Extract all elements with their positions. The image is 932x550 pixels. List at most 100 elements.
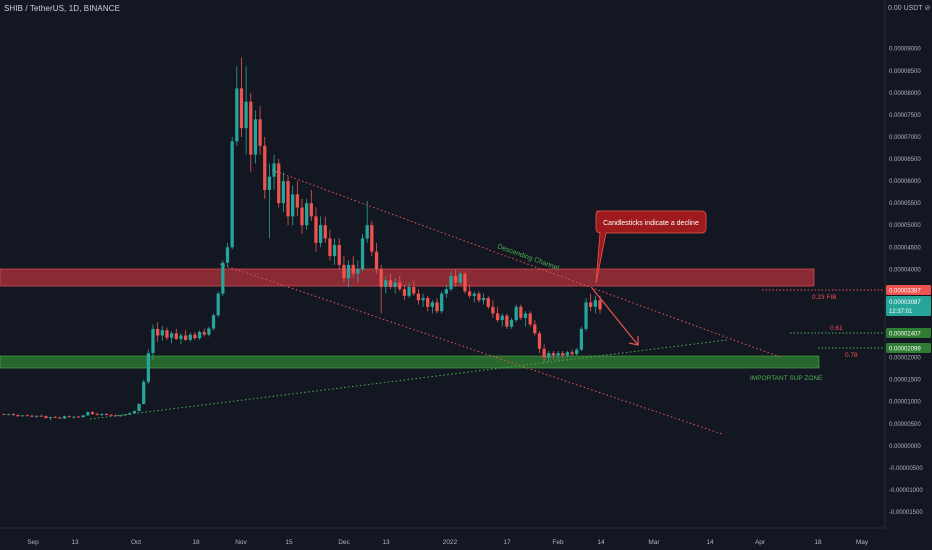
candle[interactable]: [165, 327, 169, 340]
candle[interactable]: [179, 333, 183, 345]
candle[interactable]: [426, 295, 430, 312]
candle[interactable]: [561, 350, 565, 359]
candle[interactable]: [193, 331, 197, 340]
candle[interactable]: [197, 330, 202, 340]
candle[interactable]: [109, 414, 113, 417]
candle[interactable]: [67, 415, 71, 418]
candle[interactable]: [239, 57, 244, 137]
last-price-badge[interactable]: 0.00003087 12:37:01: [886, 296, 931, 316]
candle[interactable]: [589, 293, 593, 312]
channel-lower-line[interactable]: [219, 263, 723, 435]
candle[interactable]: [286, 176, 290, 226]
candle[interactable]: [267, 163, 272, 239]
candle[interactable]: [277, 159, 281, 208]
candle[interactable]: [207, 326, 211, 337]
candle[interactable]: [533, 320, 537, 336]
candle[interactable]: [174, 328, 178, 340]
candle[interactable]: [463, 271, 467, 294]
candle[interactable]: [509, 317, 514, 329]
candle[interactable]: [123, 414, 127, 416]
candle[interactable]: [48, 416, 53, 421]
candle[interactable]: [62, 415, 67, 419]
symbol-header[interactable]: SHIB / TetherUS, 1D, BINANCE: [4, 4, 121, 13]
candle[interactable]: [305, 198, 309, 230]
candle[interactable]: [300, 198, 304, 235]
candle[interactable]: [11, 413, 15, 416]
candle[interactable]: [444, 284, 448, 299]
candle[interactable]: [528, 311, 532, 327]
candle[interactable]: [523, 311, 528, 327]
candle[interactable]: [370, 220, 374, 257]
candle[interactable]: [342, 256, 346, 283]
candle[interactable]: [495, 306, 500, 323]
candle[interactable]: [34, 415, 39, 418]
candle[interactable]: [551, 350, 556, 360]
candle[interactable]: [90, 410, 95, 415]
candle[interactable]: [458, 271, 462, 285]
candle[interactable]: [244, 66, 248, 155]
candle[interactable]: [570, 349, 574, 357]
currency-label[interactable]: 0.00 USDT ⊘: [888, 5, 931, 12]
candle[interactable]: [20, 414, 25, 417]
candle[interactable]: [318, 216, 323, 248]
candle[interactable]: [58, 416, 62, 419]
candle[interactable]: [388, 273, 393, 290]
candle[interactable]: [575, 347, 579, 356]
candle[interactable]: [253, 110, 258, 164]
candle[interactable]: [104, 413, 109, 416]
candle[interactable]: [118, 414, 123, 417]
candle[interactable]: [337, 238, 341, 270]
candle[interactable]: [44, 415, 48, 419]
candle[interactable]: [407, 282, 411, 299]
support-zone[interactable]: [0, 355, 820, 369]
candle[interactable]: [25, 414, 29, 417]
candle[interactable]: [454, 269, 458, 287]
candle[interactable]: [314, 207, 318, 252]
candle[interactable]: [169, 331, 174, 344]
candle[interactable]: [272, 154, 276, 190]
candle[interactable]: [481, 293, 486, 305]
candle[interactable]: [160, 325, 164, 341]
candle[interactable]: [323, 216, 327, 243]
candle[interactable]: [402, 284, 407, 301]
candle[interactable]: [412, 280, 416, 296]
candle[interactable]: [565, 350, 570, 358]
candle[interactable]: [151, 324, 155, 360]
candle[interactable]: [556, 350, 560, 360]
candle[interactable]: [225, 242, 230, 268]
candle[interactable]: [235, 66, 239, 146]
candle[interactable]: [128, 412, 132, 415]
candle[interactable]: [440, 291, 444, 314]
candle[interactable]: [421, 293, 425, 307]
candle[interactable]: [346, 260, 351, 287]
candle[interactable]: [472, 291, 476, 303]
candle[interactable]: [486, 295, 490, 310]
candle[interactable]: [435, 298, 439, 314]
candle[interactable]: [547, 350, 551, 362]
candle[interactable]: [72, 416, 76, 419]
candle[interactable]: [95, 412, 99, 416]
decline-arrow-line[interactable]: [591, 287, 639, 346]
candle[interactable]: [114, 414, 118, 417]
candle[interactable]: [519, 304, 523, 321]
candle[interactable]: [183, 330, 188, 341]
candle[interactable]: [249, 92, 253, 173]
candle[interactable]: [384, 275, 388, 294]
candle[interactable]: [593, 295, 597, 314]
candle[interactable]: [53, 415, 57, 419]
candle[interactable]: [491, 300, 495, 318]
candle[interactable]: [351, 256, 355, 279]
candle[interactable]: [500, 313, 504, 327]
candle[interactable]: [216, 291, 220, 317]
candle[interactable]: [295, 181, 299, 217]
candle[interactable]: [537, 331, 542, 354]
candle[interactable]: [505, 313, 509, 329]
candle[interactable]: [221, 260, 225, 296]
candle[interactable]: [398, 275, 402, 292]
candle[interactable]: [328, 229, 332, 261]
candle[interactable]: [230, 136, 234, 250]
candle[interactable]: [2, 413, 6, 415]
candle[interactable]: [374, 242, 379, 274]
candle[interactable]: [365, 200, 369, 243]
fib-061-badge[interactable]: 0.00002407: [886, 328, 931, 338]
